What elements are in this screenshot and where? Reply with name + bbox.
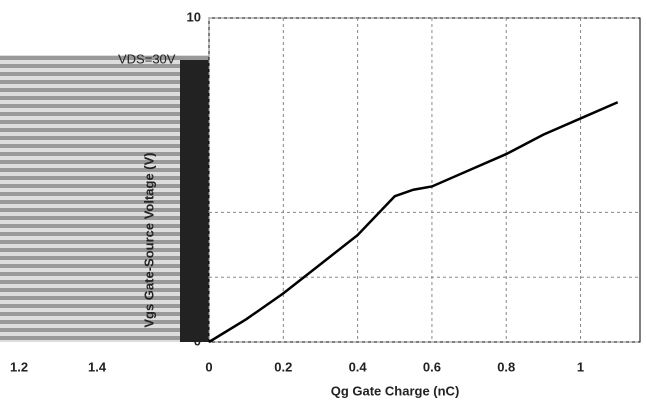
x-tick-label: 0.8 — [497, 359, 515, 374]
stray-label: 1.4 — [88, 359, 107, 374]
data-line — [208, 101, 619, 344]
x-tick-label: 0.6 — [423, 359, 441, 374]
y-tick-label: 10 — [187, 9, 201, 24]
plot-area — [208, 17, 641, 343]
y-tick-label: 0 — [194, 333, 201, 348]
x-tick-label: 1 — [577, 359, 584, 374]
x-tick-label: 0 — [205, 359, 212, 374]
x-tick-label: 0.2 — [274, 359, 292, 374]
y-tick-label: 4 — [194, 204, 202, 219]
x-axis-label: Qg Gate Charge (nC) — [331, 383, 460, 398]
background-noise — [0, 55, 209, 342]
x-tick-label: 0.4 — [349, 359, 368, 374]
annotation: VDS=30V — [118, 51, 176, 66]
y-tick-label: 2 — [194, 269, 201, 284]
stray-label: 1.2 — [10, 359, 28, 374]
y-axis-label: Vgs Gate-Source Voltage (V) — [141, 152, 156, 327]
